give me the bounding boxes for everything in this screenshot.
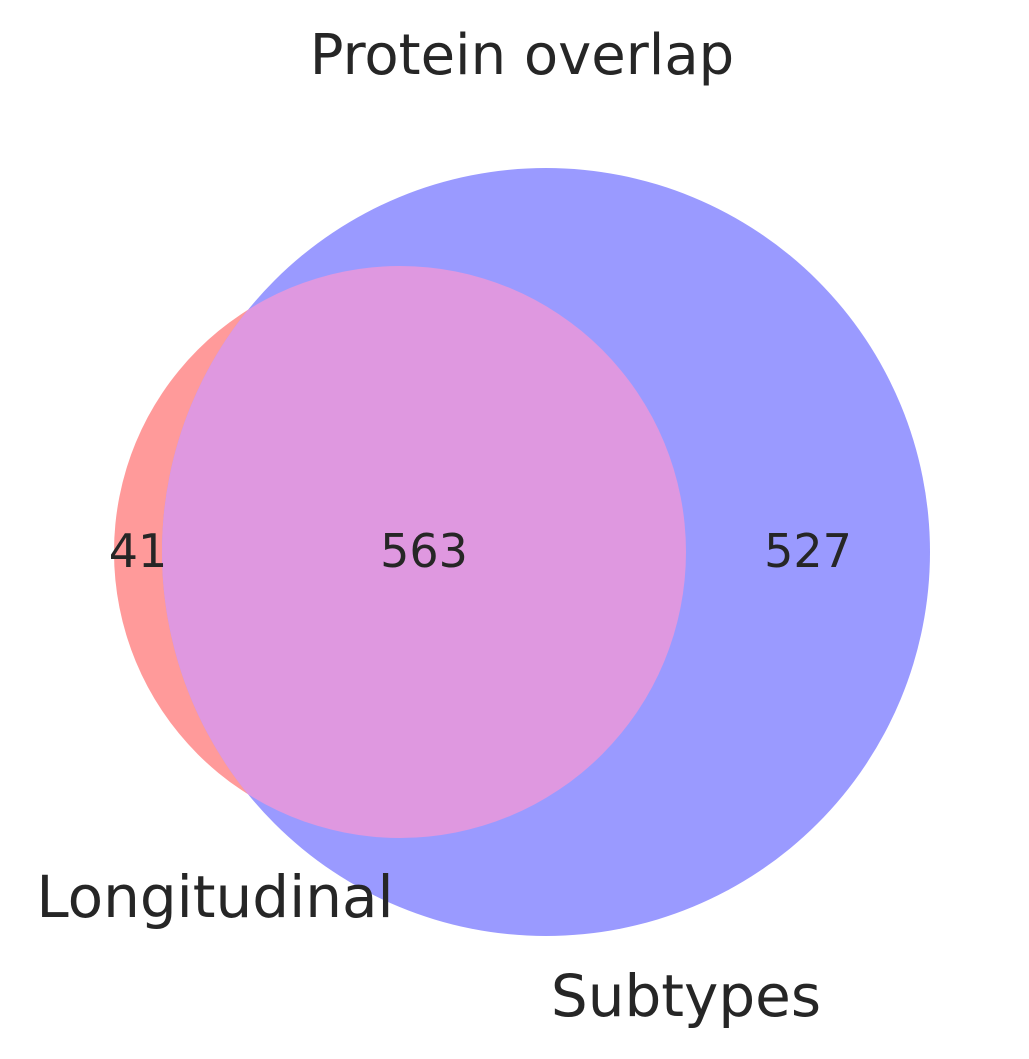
set-label-longitudinal: Longitudinal xyxy=(36,863,393,931)
region-label-subtypes-only: 527 xyxy=(764,524,852,578)
set-label-subtypes: Subtypes xyxy=(551,962,821,1030)
region-label-longitudinal-only: 41 xyxy=(109,524,168,578)
region-label-intersection: 563 xyxy=(380,524,468,578)
intersection-region xyxy=(162,266,686,838)
chart-title: Protein overlap xyxy=(310,23,734,88)
